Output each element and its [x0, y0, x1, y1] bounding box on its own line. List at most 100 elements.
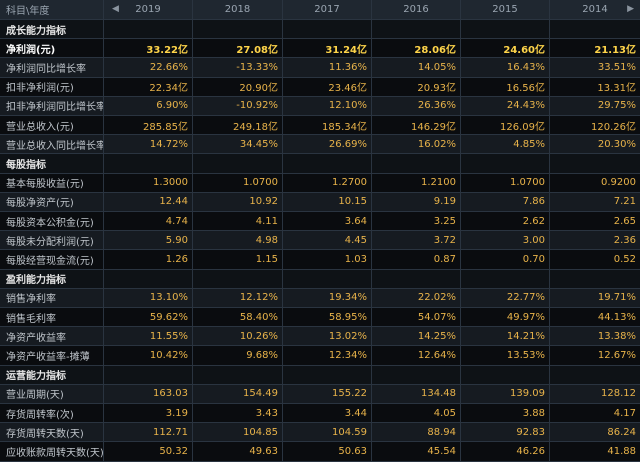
value-cell-2019: 14.72%: [104, 135, 193, 155]
table-row[interactable]: 净利润(元) 33.22亿 27.08亿 31.24亿 28.06亿 24.60亿 21.1…: [0, 39, 640, 59]
value-cell-2015: 92.83: [461, 423, 550, 443]
section-spacer-cell: [283, 154, 372, 174]
table-row[interactable]: 扣非净利润同比增长率 6.90% -10.92% 12.10% 26.36% 24.43%…: [0, 96, 640, 116]
column-header-2015[interactable]: 2015: [461, 0, 550, 20]
section-spacer-cell: [372, 154, 461, 174]
value-cell-2016: 26.36%: [372, 96, 461, 116]
column-header-2018[interactable]: 2018: [193, 0, 283, 20]
column-header-2014[interactable]: 2014 ▶: [550, 0, 640, 20]
table-row[interactable]: 扣非净利润(元) 22.34亿 20.90亿 23.46亿 20.93亿 16.56亿 13…: [0, 77, 640, 97]
column-header-2017[interactable]: 2017: [283, 0, 372, 20]
table-row[interactable]: 营业总收入同比增长率 14.72% 34.45% 26.69% 16.02% 4.85% 2…: [0, 135, 640, 155]
value-cell-2017: 1.2700: [283, 173, 372, 193]
value-cell-2016: 3.25: [372, 212, 461, 232]
row-label: 净资产收益率-摊薄: [0, 346, 104, 366]
table-row[interactable]: 营业周期(天) 163.03 154.49 155.22 134.48 139.09 128…: [0, 384, 640, 404]
column-header-2019[interactable]: ◀ 2019: [104, 0, 193, 20]
row-label: 存货周转率(次): [0, 404, 104, 424]
value-cell-2016: 20.93亿: [372, 77, 461, 97]
value-cell-2015: 46.26: [461, 442, 550, 462]
value-cell-2018: 104.85: [193, 423, 283, 443]
row-label: 净资产收益率: [0, 327, 104, 347]
next-year-icon[interactable]: ▶: [627, 4, 634, 14]
table-row[interactable]: 每股未分配利润(元) 5.90 4.98 4.45 3.72 3.00 2.36: [0, 231, 640, 251]
section-spacer-cell: [461, 154, 550, 174]
value-cell-2018: -10.92%: [193, 96, 283, 116]
section-spacer-cell: [104, 20, 193, 40]
row-label: 净利润(元): [0, 39, 104, 59]
value-cell-2019: 4.74: [104, 212, 193, 232]
value-cell-2016: 1.2100: [372, 173, 461, 193]
header-row: 科目\年度 ◀ 2019 2018 2017 2016 2015 2014 ▶: [0, 0, 640, 20]
value-cell-2015: 24.43%: [461, 96, 550, 116]
table-row[interactable]: 基本每股收益(元) 1.3000 1.0700 1.2700 1.2100 1.0700 0…: [0, 173, 640, 193]
value-cell-2015: 4.85%: [461, 135, 550, 155]
row-label: 销售净利率: [0, 288, 104, 308]
section-spacer-cell: [283, 269, 372, 289]
row-label: 营业周期(天): [0, 384, 104, 404]
value-cell-2018: 1.15: [193, 250, 283, 270]
value-cell-2018: 249.18亿: [193, 116, 283, 136]
value-cell-2015: 24.60亿: [461, 39, 550, 59]
value-cell-2016: 4.05: [372, 404, 461, 424]
table-row[interactable]: 净利润同比增长率 22.66% -13.33% 11.36% 14.05% 16.43% 3…: [0, 58, 640, 78]
table-row[interactable]: 每股净资产(元) 12.44 10.92 10.15 9.19 7.86 7.21: [0, 192, 640, 212]
value-cell-2015: 22.77%: [461, 288, 550, 308]
value-cell-2017: 1.03: [283, 250, 372, 270]
table-row[interactable]: 应收账款周转天数(天) 50.32 49.63 50.63 45.54 46.26 41.8…: [0, 442, 640, 462]
table-row[interactable]: 净资产收益率-摊薄 10.42% 9.68% 12.34% 12.64% 13.53% 12…: [0, 346, 640, 366]
table-row[interactable]: 净资产收益率 11.55% 10.26% 13.02% 14.25% 14.21% 13.3…: [0, 327, 640, 347]
value-cell-2014: 13.31亿: [550, 77, 640, 97]
value-cell-2018: 4.11: [193, 212, 283, 232]
value-cell-2015: 13.53%: [461, 346, 550, 366]
row-label: 应收账款周转天数(天): [0, 442, 104, 462]
value-cell-2014: 12.67%: [550, 346, 640, 366]
section-spacer-cell: [461, 269, 550, 289]
value-cell-2018: 49.63: [193, 442, 283, 462]
table-row[interactable]: 存货周转率(次) 3.19 3.43 3.44 4.05 3.88 4.17: [0, 404, 640, 424]
section-spacer-cell: [550, 269, 640, 289]
table-row[interactable]: 每股经营现金流(元) 1.26 1.15 1.03 0.87 0.70 0.52: [0, 250, 640, 270]
column-header-2016[interactable]: 2016: [372, 0, 461, 20]
row-label: 净利润同比增长率: [0, 58, 104, 78]
value-cell-2014: 2.65: [550, 212, 640, 232]
section-spacer-cell: [461, 20, 550, 40]
table-row[interactable]: 每股资本公积金(元) 4.74 4.11 3.64 3.25 2.62 2.65: [0, 212, 640, 232]
value-cell-2019: 1.3000: [104, 173, 193, 193]
value-cell-2017: 23.46亿: [283, 77, 372, 97]
row-label: 扣非净利润(元): [0, 77, 104, 97]
table-row[interactable]: 营业总收入(元) 285.85亿 249.18亿 185.34亿 146.29亿 126.…: [0, 116, 640, 136]
value-cell-2016: 22.02%: [372, 288, 461, 308]
table-row[interactable]: 销售毛利率 59.62% 58.40% 58.95% 54.07% 49.97% 44.13…: [0, 308, 640, 328]
row-label: 每股净资产(元): [0, 192, 104, 212]
value-cell-2017: 4.45: [283, 231, 372, 251]
table-row[interactable]: 存货周转天数(天) 112.71 104.85 104.59 88.94 92.83 86.…: [0, 423, 640, 443]
value-cell-2015: 2.62: [461, 212, 550, 232]
value-cell-2017: 13.02%: [283, 327, 372, 347]
table-row[interactable]: 销售净利率 13.10% 12.12% 19.34% 22.02% 22.77% 19.71…: [0, 288, 640, 308]
section-spacer-cell: [550, 365, 640, 385]
section-spacer-cell: [193, 154, 283, 174]
value-cell-2016: 16.02%: [372, 135, 461, 155]
value-cell-2018: 12.12%: [193, 288, 283, 308]
value-cell-2014: 19.71%: [550, 288, 640, 308]
value-cell-2015: 7.86: [461, 192, 550, 212]
value-cell-2014: 41.88: [550, 442, 640, 462]
row-label: 基本每股收益(元): [0, 173, 104, 193]
value-cell-2014: 128.12: [550, 384, 640, 404]
value-cell-2015: 16.56亿: [461, 77, 550, 97]
row-label: 存货周转天数(天): [0, 423, 104, 443]
value-cell-2016: 14.05%: [372, 58, 461, 78]
value-cell-2014: 86.24: [550, 423, 640, 443]
year-label: 2019: [135, 4, 161, 15]
prev-year-icon[interactable]: ◀: [112, 4, 119, 14]
section-header-row: 盈利能力指标: [0, 269, 640, 289]
row-label: 销售毛利率: [0, 308, 104, 328]
value-cell-2017: 31.24亿: [283, 39, 372, 59]
value-cell-2016: 88.94: [372, 423, 461, 443]
section-spacer-cell: [193, 20, 283, 40]
section-spacer-cell: [550, 154, 640, 174]
section-spacer-cell: [104, 365, 193, 385]
value-cell-2018: 58.40%: [193, 308, 283, 328]
value-cell-2014: 13.38%: [550, 327, 640, 347]
